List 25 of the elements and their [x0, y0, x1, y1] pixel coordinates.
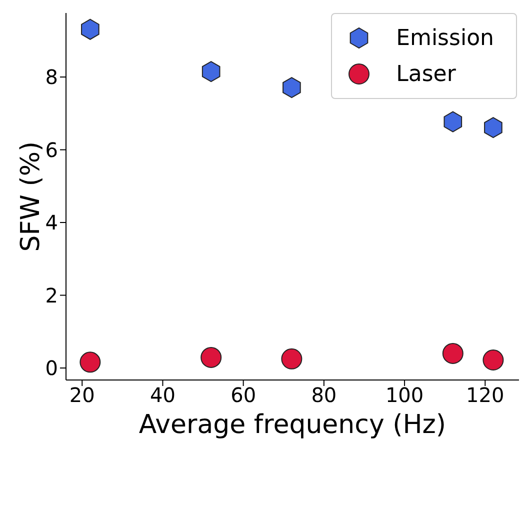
x-tick-label: 80 — [311, 383, 337, 408]
y-axis-title: SFW (%) — [16, 141, 46, 252]
point — [442, 342, 464, 364]
point — [202, 61, 220, 82]
x-tick-label: 20 — [69, 383, 95, 408]
point — [484, 117, 502, 138]
x-tick-label: 120 — [466, 383, 504, 408]
y-tick-label: 8 — [45, 65, 58, 90]
y-tick-label: 4 — [45, 210, 58, 235]
point — [81, 18, 100, 40]
legend-label: Emission — [396, 26, 494, 50]
x-tick-label: 60 — [230, 383, 256, 408]
point — [200, 346, 222, 368]
x-tick-label: 100 — [385, 383, 424, 408]
y-tick-label: 0 — [45, 356, 58, 380]
point — [80, 352, 101, 373]
point — [482, 349, 504, 370]
y-tick-label: 2 — [45, 283, 58, 308]
legend-label: Laser — [396, 62, 456, 86]
x-tick-label: 40 — [150, 383, 176, 408]
point — [281, 348, 302, 370]
y-tick-label: 6 — [45, 138, 58, 162]
point — [282, 77, 301, 98]
point — [444, 111, 462, 132]
x-axis-title: Average frequency (Hz) — [138, 410, 446, 440]
